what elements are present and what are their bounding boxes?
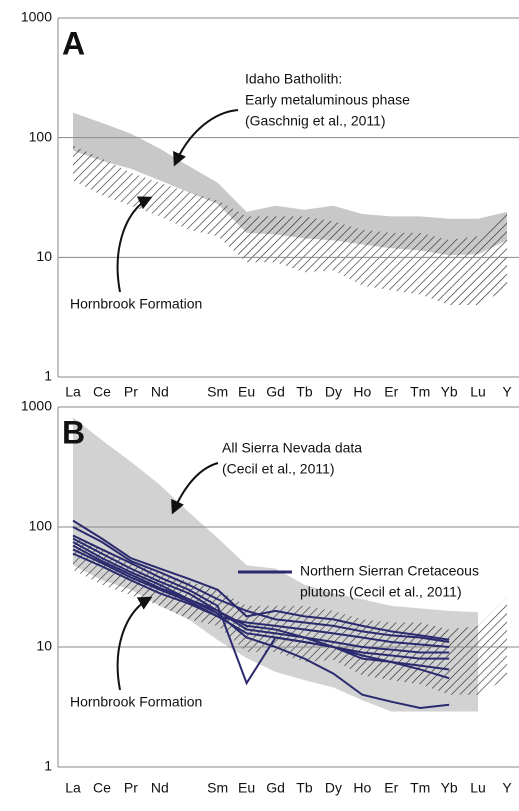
x-tick-label: Er: [384, 384, 398, 400]
x-tick-label: Yb: [441, 384, 458, 400]
y-tick-label: 10: [36, 638, 52, 654]
legend-label: Northern Sierran Cretaceous: [300, 563, 479, 579]
x-tick-label: Nd: [151, 384, 169, 400]
annotation: All Sierra Nevada data: [222, 440, 362, 456]
x-tick-label: Sm: [207, 780, 228, 796]
legend-label: plutons (Cecil et al., 2011): [300, 584, 462, 600]
line: [72, 534, 450, 686]
annotation: Hornbrook Formation: [70, 694, 202, 710]
annotation: Early metaluminous phase: [245, 92, 410, 108]
panel: All Sierra Nevada data (Cecil et al., 201…: [21, 398, 519, 796]
x-tick-label: Ho: [353, 384, 371, 400]
x-tick-label: Er: [384, 780, 398, 796]
panel: Idaho Batholith: Early metaluminous phase…: [21, 9, 519, 400]
x-tick-label: Tm: [410, 384, 430, 400]
x-tick-label: Y: [502, 384, 512, 400]
x-tick-label: Ho: [353, 780, 371, 796]
x-tick-label: Ce: [93, 384, 111, 400]
annotation-arrow: [116, 196, 153, 293]
annotation: Idaho Batholith:: [245, 71, 342, 87]
x-tick-label: Sm: [207, 384, 228, 400]
x-tick-label: Nd: [151, 780, 169, 796]
y-tick-label: 100: [29, 518, 53, 534]
x-tick-label: Gd: [266, 780, 285, 796]
x-tick-label: La: [65, 780, 81, 796]
x-tick-label: Lu: [470, 384, 486, 400]
annotation-arrow: [171, 462, 219, 515]
x-tick-label: Pr: [124, 780, 138, 796]
x-tick-label: Dy: [325, 780, 342, 796]
annotation: (Gaschnig et al., 2011): [245, 113, 386, 129]
x-tick-label: Tm: [410, 780, 430, 796]
x-tick-label: Tb: [296, 780, 313, 796]
panel-label: A: [62, 25, 85, 61]
line: [72, 552, 450, 648]
y-tick-label: 1000: [21, 398, 52, 414]
x-tick-label: Tb: [296, 384, 313, 400]
line: [72, 519, 450, 641]
x-tick-label: Eu: [238, 780, 255, 796]
hatched-band: [73, 145, 507, 305]
line: [72, 526, 450, 644]
y-tick-label: 1: [44, 368, 52, 384]
line: [72, 544, 450, 654]
x-tick-label: Dy: [325, 384, 342, 400]
y-tick-label: 1: [44, 758, 52, 774]
panel-label: B: [62, 414, 85, 450]
annotation: Hornbrook Formation: [70, 296, 202, 312]
y-tick-label: 10: [36, 248, 52, 264]
x-tick-label: Pr: [124, 384, 138, 400]
band: [73, 112, 507, 256]
line: [72, 548, 450, 680]
plots: Idaho Batholith: Early metaluminous phase…: [21, 9, 519, 796]
x-tick-label: Lu: [470, 780, 486, 796]
x-tick-label: Y: [502, 780, 512, 796]
x-tick-label: La: [65, 384, 81, 400]
y-tick-label: 100: [29, 128, 53, 144]
y-tick-label: 1000: [21, 9, 52, 25]
x-tick-label: Eu: [238, 384, 255, 400]
x-tick-label: Ce: [93, 780, 111, 796]
x-tick-label: Gd: [266, 384, 285, 400]
annotation: (Cecil et al., 2011): [222, 461, 335, 477]
hatched-band: [73, 534, 507, 695]
line: [72, 541, 450, 710]
x-tick-label: Yb: [441, 780, 458, 796]
annotation-arrow: [173, 109, 239, 167]
annotation-arrow: [116, 596, 153, 691]
